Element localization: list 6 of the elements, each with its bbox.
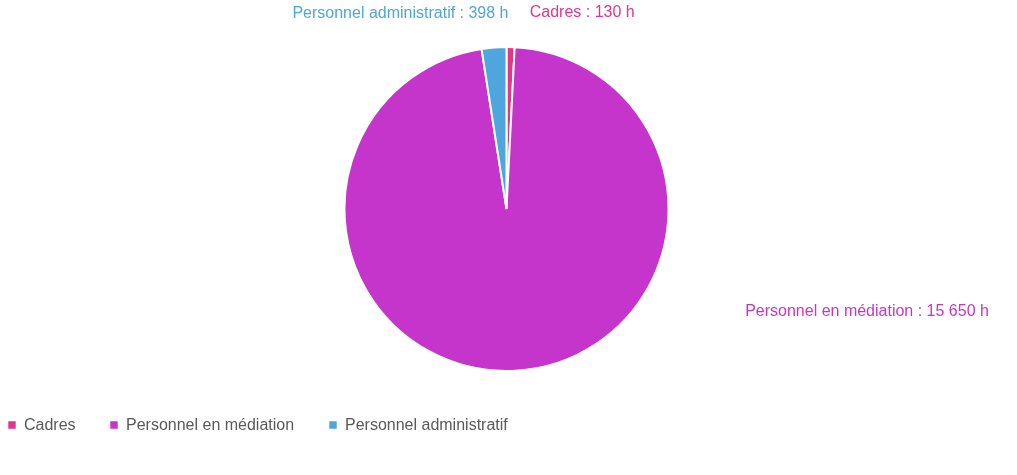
data-label: Personnel en médiation : 15 650 h	[745, 301, 989, 319]
data-label: Cadres : 130 h	[529, 3, 635, 21]
data-label: Personnel administratif : 398 h	[292, 3, 509, 21]
legend-label: Personnel en médiation	[126, 416, 295, 433]
legend-label: Personnel administratif	[345, 416, 509, 433]
legend-label: Cadres	[24, 416, 76, 433]
